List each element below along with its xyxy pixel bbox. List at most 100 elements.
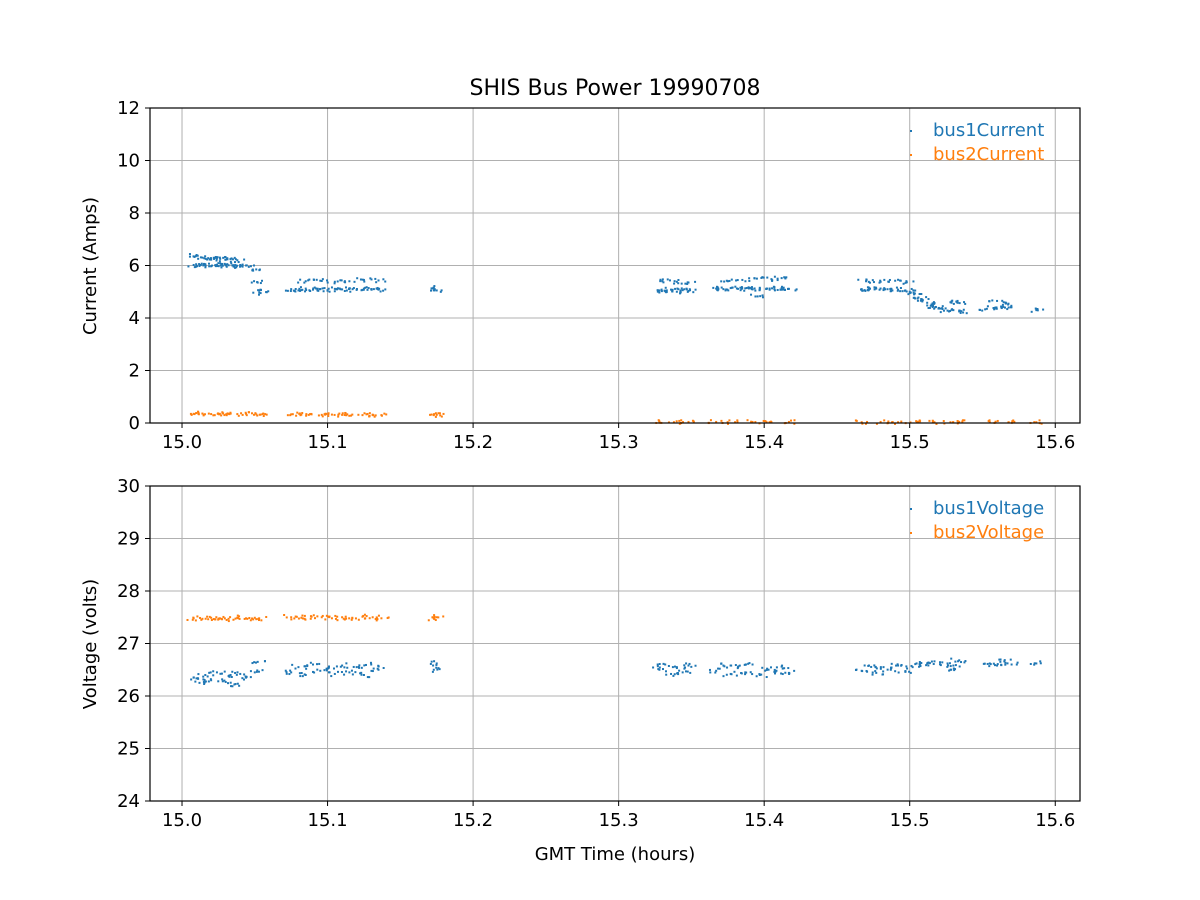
bus2Current-point [213, 414, 216, 417]
bus2Current-point [210, 413, 213, 416]
current-y-tick-label: 8 [129, 203, 140, 224]
bus1Voltage-point [198, 681, 201, 684]
bus1Current-point [768, 287, 771, 290]
voltage-x-tick-label: 15.0 [162, 810, 202, 831]
bus2Current-point [440, 415, 443, 418]
bus2Voltage-point [375, 616, 378, 619]
bus1Current-point [198, 265, 201, 268]
bus2Current-point [310, 412, 313, 415]
bus1Voltage-point [204, 674, 207, 676]
bus2Voltage-point [433, 615, 436, 618]
bus1Voltage-point [244, 675, 247, 678]
bus1Voltage-point [204, 680, 207, 683]
bus1Voltage-point [362, 674, 365, 676]
bus2Voltage-point [334, 614, 337, 617]
bus2Voltage-point [196, 615, 199, 618]
bus2Current-point [343, 414, 346, 417]
bus1Current-point [919, 299, 922, 302]
bus1Current-point [294, 288, 297, 291]
bus1Current-point [773, 289, 776, 292]
bus2Current-point [951, 421, 954, 424]
bus1Current-point [927, 298, 930, 301]
bus1Current-point [956, 299, 959, 302]
bus1Current-point [934, 306, 937, 309]
bus1Current-point [204, 255, 207, 258]
bus1Voltage-point [382, 667, 385, 670]
bus1Current-point [985, 307, 988, 310]
bus1Current-point [206, 258, 209, 261]
bus1Voltage-point [363, 664, 366, 667]
bus2Voltage-point [200, 618, 203, 621]
bus1Voltage-point [316, 663, 319, 666]
bus1Voltage-point [914, 663, 917, 666]
bus2Voltage-point [351, 617, 354, 620]
bus2Current-point [750, 421, 753, 424]
bus1Voltage-point [946, 665, 949, 668]
bus1Voltage-point [871, 673, 874, 676]
bus1Voltage-point [299, 675, 302, 678]
bus1Current-point [962, 311, 965, 314]
bus1Voltage-point [925, 664, 928, 667]
bus2Voltage-point [320, 616, 323, 619]
bus1Current-point [257, 289, 260, 292]
bus1Current-point [259, 292, 262, 295]
bus2Voltage-point [265, 615, 268, 618]
bus1Voltage-point [209, 678, 212, 681]
bus1Current-point [660, 288, 663, 291]
bus1Voltage-point [714, 671, 717, 674]
bus1Current-point [1042, 308, 1045, 311]
bus1Voltage-point [1004, 663, 1007, 666]
bus1Voltage-point [1039, 660, 1042, 663]
bus1Voltage-point [948, 662, 951, 665]
bus1Current-point [375, 281, 378, 284]
bus1Voltage-point [773, 670, 776, 673]
bus1Current-point [326, 281, 329, 284]
bus2Voltage-point [348, 617, 351, 620]
bus1Current-point [1002, 305, 1005, 308]
bus1Current-point [895, 286, 898, 289]
bus2Voltage-point [255, 618, 258, 621]
bus1Current-point [308, 278, 311, 281]
bus2Voltage-point [258, 618, 261, 621]
bus1Current-point [754, 295, 757, 298]
bus1Current-point [931, 304, 934, 307]
bus1Current-point [883, 287, 886, 290]
bus2Current-point [212, 414, 215, 417]
bus1Current-point [256, 281, 259, 284]
bus1Current-point [249, 265, 252, 268]
bus1Current-point [736, 287, 739, 290]
bus2Voltage-point [248, 616, 251, 619]
bus2Current-point [675, 420, 678, 423]
bus1Current-point [762, 276, 765, 279]
bus2Current-point [345, 414, 348, 417]
bus2Current-point [883, 419, 886, 422]
bus1Current-point [978, 308, 981, 311]
bus1Current-point [355, 288, 358, 291]
current-y-tick-label: 2 [129, 361, 140, 382]
bus1Voltage-point [358, 664, 361, 667]
bus1Current-point [384, 280, 387, 283]
bus1Current-point [224, 255, 227, 258]
bus1Voltage-point [717, 667, 720, 670]
bus2Voltage-point [290, 618, 293, 621]
bus1Current-point [247, 265, 250, 268]
bus2Current-point [301, 412, 304, 415]
bus2Current-point [317, 414, 320, 417]
bus1Voltage-point [999, 660, 1002, 663]
bus1Voltage-point [688, 662, 691, 665]
bus2Current-point [855, 419, 858, 422]
bus2Voltage-point [377, 614, 380, 617]
bus2Current-point [860, 421, 863, 424]
bus2Current-point [193, 413, 196, 416]
bus1Voltage-point [673, 665, 676, 668]
bus1Current-point [874, 286, 877, 289]
bus1Current-point [1007, 303, 1010, 306]
bus1Current-point [216, 265, 219, 268]
bus1Voltage-point [930, 660, 933, 663]
bus1Current-point [933, 302, 936, 305]
bus2Current-point [368, 415, 371, 418]
bus2Current-point [726, 421, 729, 424]
bus1Current-point [950, 300, 953, 303]
bus1Voltage-point [949, 665, 952, 668]
bus1Current-point [991, 299, 994, 302]
